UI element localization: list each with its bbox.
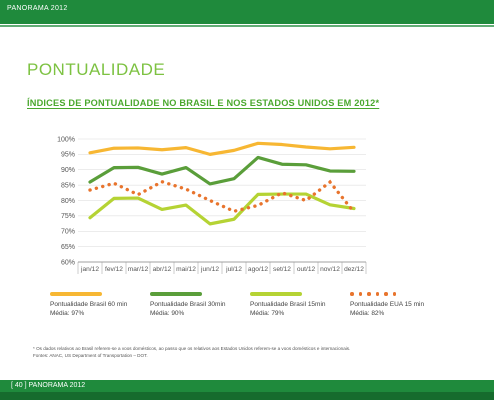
series-line <box>88 141 356 156</box>
x-tick-label: set/12 <box>273 266 291 273</box>
x-tick-label: jan/12 <box>80 266 99 273</box>
legend-item-brasil-60: Pontualidade Brasil 60 min Média: 97% <box>50 292 160 318</box>
header-divider <box>0 25 494 27</box>
y-tick-label: 85% <box>61 182 75 189</box>
footnote-text: * Os dados relativos ao Brasil referem-s… <box>33 346 351 351</box>
y-tick-label: 95% <box>61 152 75 159</box>
x-tick-label: nov/12 <box>320 266 340 273</box>
legend-series-name: Pontualidade Brasil 15min <box>250 301 326 308</box>
y-tick-label: 70% <box>61 229 75 236</box>
legend-series-average: Média: 97% <box>50 309 85 317</box>
series-line <box>88 192 356 226</box>
footnote: * Os dados relativos ao Brasil referem-s… <box>33 345 473 359</box>
section-title: PONTUALIDADE <box>27 60 166 79</box>
chart-title: ÍNDICES DE PONTUALIDADE NO BRASIL E NOS … <box>27 98 380 108</box>
page-number: [ 40 ] PANORAMA 2012 <box>11 382 86 389</box>
legend-item-brasil-15: Pontualidade Brasil 15min Média: 79% <box>250 292 360 318</box>
legend-item-eua-15: Pontualidade EUA 15 min Média: 82% <box>350 292 460 318</box>
legend-series-name: Pontualidade EUA 15 min <box>350 301 425 308</box>
y-tick-label: 90% <box>61 167 75 174</box>
y-tick-label: 80% <box>61 198 75 205</box>
header-label: PANORAMA 2012 <box>7 5 68 12</box>
footnote-sources: Fontes: ANAC, US Department of Transport… <box>33 353 148 358</box>
y-tick-label: 60% <box>61 259 75 266</box>
legend-swatch <box>250 292 302 296</box>
legend-swatch <box>50 292 102 296</box>
top-header-bar: PANORAMA 2012 <box>0 0 494 24</box>
legend-swatch <box>350 292 402 296</box>
x-tick-label: abr/12 <box>153 266 172 273</box>
x-tick-label: mai/12 <box>176 266 196 273</box>
legend-series-average: Média: 90% <box>150 309 185 317</box>
x-tick-label: mar/12 <box>128 266 149 273</box>
x-tick-label: jul/12 <box>225 266 242 273</box>
x-tick-label: fev/12 <box>105 266 123 273</box>
legend-swatch <box>150 292 202 296</box>
legend-series-average: Média: 82% <box>350 309 385 317</box>
line-chart: 100% 95% 90% 85% 80% 75% 70% 65% 60% jan/12 fev/12… <box>57 136 367 274</box>
y-tick-label: 75% <box>61 213 75 220</box>
series-line <box>88 179 356 214</box>
legend-series-average: Média: 79% <box>250 309 285 317</box>
series-line <box>88 155 356 186</box>
legend-item-brasil-30: Pontualidade Brasil 30min Média: 90% <box>150 292 260 318</box>
y-tick-label: 65% <box>61 244 75 251</box>
footer-band <box>0 392 494 400</box>
legend-series-name: Pontualidade Brasil 30min <box>150 301 226 308</box>
y-tick-label: 100% <box>57 136 75 143</box>
x-tick-label: dez/12 <box>344 266 364 273</box>
x-tick-label: ago/12 <box>248 266 269 273</box>
x-tick-label: jun/12 <box>200 266 219 273</box>
legend-series-name: Pontualidade Brasil 60 min <box>50 301 128 308</box>
x-tick-label: out/12 <box>297 266 316 273</box>
